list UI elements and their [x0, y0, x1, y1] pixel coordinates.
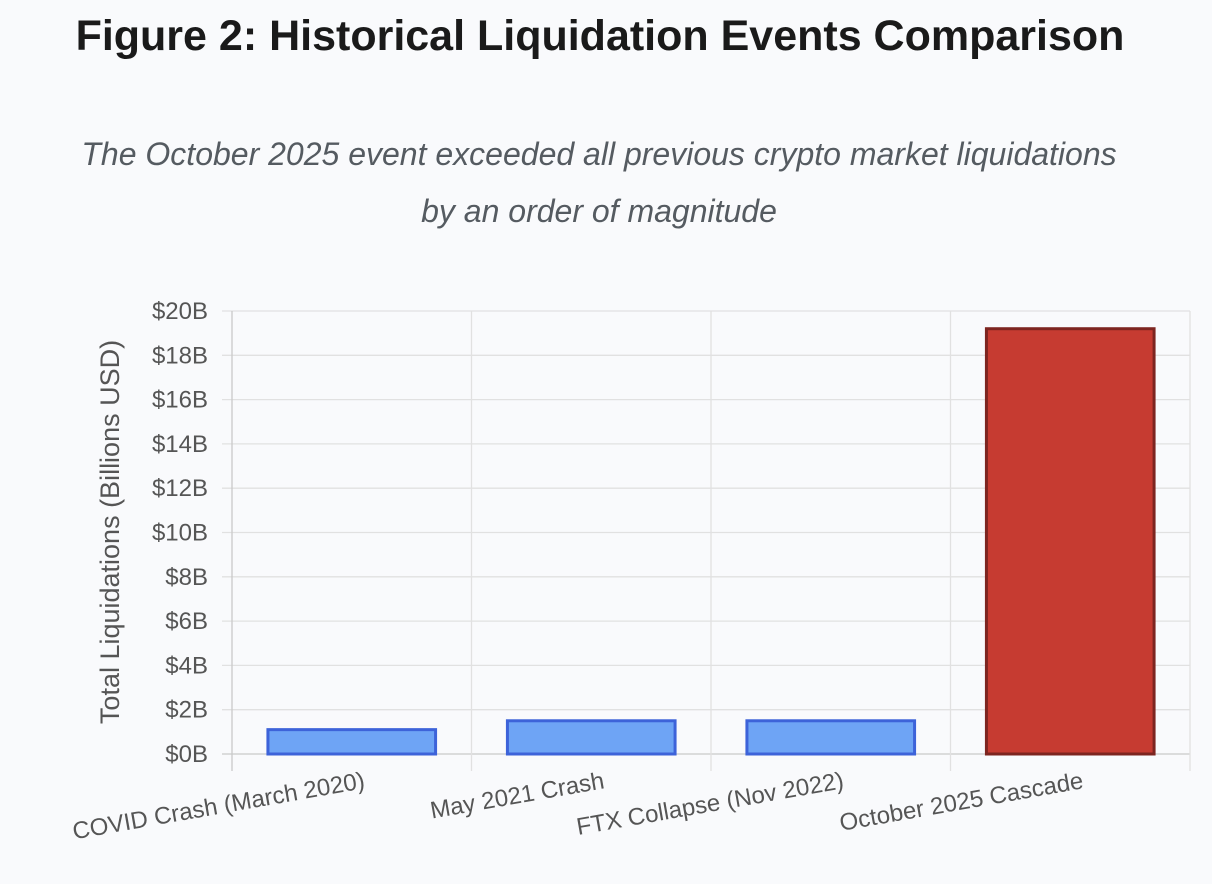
bar [745, 719, 917, 756]
y-tick-label: $10B [152, 520, 208, 547]
y-tick-label: $8B [165, 564, 208, 591]
bar [984, 327, 1156, 756]
y-axis-title: Total Liquidations (Billions USD) [95, 340, 125, 724]
y-tick-label: $20B [152, 298, 208, 325]
y-tick-label: $12B [152, 475, 208, 502]
x-tick-labels: COVID Crash (March 2020) May 2021 CrashFT… [71, 767, 1086, 845]
x-tick-label: FTX Collapse (Nov 2022) [574, 767, 845, 841]
y-tick-label: $4B [165, 652, 208, 679]
y-tick-label: $14B [152, 431, 208, 458]
figure-subtitle: The October 2025 event exceeded all prev… [0, 126, 1198, 240]
bars [266, 327, 1156, 756]
figure-subtitle-line-1: The October 2025 event exceeded all prev… [81, 136, 1117, 172]
x-tick-label: October 2025 Cascade [838, 767, 1086, 836]
y-tick-label: $16B [152, 387, 208, 414]
y-tick-label: $2B [165, 697, 208, 724]
bar [266, 728, 438, 756]
figure-title: Figure 2: Historical Liquidation Events … [75, 12, 1125, 60]
x-tick-label: COVID Crash (March 2020) [71, 767, 367, 845]
figure-subtitle-line-2: by an order of magnitude [421, 193, 777, 229]
y-tick-labels: $0B $2B $4B $6B $8B $10B $12B $14B $16B $18B $20B [152, 298, 208, 768]
y-tick-label: $6B [165, 608, 208, 635]
y-tick-label: $0B [165, 741, 208, 768]
bar [505, 719, 677, 756]
y-tick-label: $18B [152, 342, 208, 369]
